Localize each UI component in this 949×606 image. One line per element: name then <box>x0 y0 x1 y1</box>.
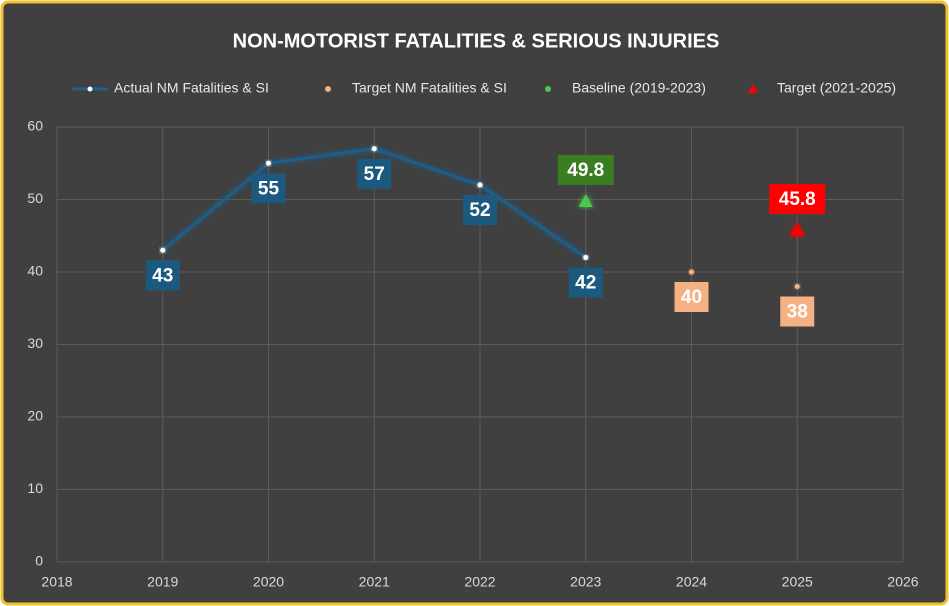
data-label: 55 <box>258 178 280 199</box>
x-tick-label: 2024 <box>676 574 707 590</box>
y-tick-label: 20 <box>27 408 43 424</box>
x-tick-label: 2018 <box>41 574 72 590</box>
point-marker <box>583 255 589 260</box>
data-label: 43 <box>152 265 173 286</box>
y-tick-label: 40 <box>27 263 43 279</box>
point-marker <box>790 222 805 236</box>
x-tick-label: 2026 <box>887 574 918 590</box>
data-label-box <box>557 154 614 185</box>
data-label: 40 <box>681 287 702 308</box>
data-label: 52 <box>469 200 490 221</box>
legend-label: Target (2021-2025) <box>777 80 896 96</box>
x-tick-label: 2023 <box>570 574 601 590</box>
point-marker <box>578 193 593 207</box>
point-marker <box>371 146 377 152</box>
data-label-box <box>357 158 392 189</box>
point-marker <box>266 160 271 166</box>
data-label: 38 <box>787 302 808 323</box>
data-label-box <box>780 296 815 327</box>
data-label: 49.8 <box>567 160 604 181</box>
y-tick-label: 50 <box>27 190 43 206</box>
data-label-box <box>674 282 709 312</box>
legend-label: Baseline (2019-2023) <box>572 80 706 96</box>
data-label: 42 <box>575 273 596 294</box>
legend-label: Target NM Fatalities & SI <box>352 80 507 96</box>
legend-marker <box>87 86 93 92</box>
data-label-box <box>145 260 180 291</box>
x-tick-label: 2020 <box>253 574 284 590</box>
chart-title: NON-MOTORIST FATALITIES & SERIOUS INJURI… <box>233 30 720 52</box>
data-label-box <box>769 183 826 214</box>
y-tick-label: 0 <box>35 553 43 569</box>
data-label-box <box>463 195 497 225</box>
legend-marker <box>748 84 758 93</box>
point-marker <box>160 247 166 253</box>
legend-marker <box>325 86 331 92</box>
y-tick-label: 60 <box>27 118 43 134</box>
x-tick-label: 2022 <box>464 574 495 590</box>
point-marker <box>689 269 694 275</box>
data-label: 45.8 <box>779 189 816 210</box>
legend-marker <box>545 86 551 92</box>
data-label-box <box>251 173 286 204</box>
y-tick-label: 10 <box>27 480 43 496</box>
point-marker <box>794 284 800 289</box>
point-marker <box>477 182 483 188</box>
legend-label: Actual NM Fatalities & SI <box>114 80 269 96</box>
data-label: 57 <box>364 164 385 185</box>
x-tick-label: 2019 <box>147 574 178 590</box>
data-label-box <box>568 267 603 298</box>
x-tick-label: 2021 <box>359 574 390 590</box>
x-tick-label: 2025 <box>782 574 813 590</box>
y-tick-label: 30 <box>27 335 43 351</box>
